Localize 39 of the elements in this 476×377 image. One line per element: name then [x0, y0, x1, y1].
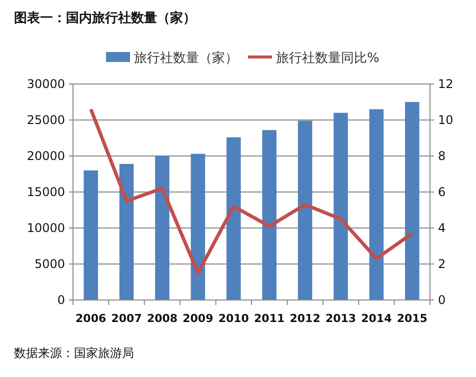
y2-tick-label: 10 — [438, 113, 454, 127]
y2-tick-label: 2 — [438, 257, 446, 271]
bar — [262, 130, 276, 300]
bar — [190, 154, 206, 300]
y-tick-label: 10000 — [26, 221, 65, 235]
x-tick-label: 2007 — [111, 312, 142, 325]
y2-tick-label: 0 — [438, 293, 446, 307]
bar — [334, 112, 348, 300]
x-tick-label: 2009 — [182, 312, 214, 325]
chart-title: 图表一：国内旅行社数量（家） — [14, 10, 196, 26]
x-tick-label: 2014 — [361, 312, 392, 325]
y2-tick-label: 12 — [438, 77, 454, 91]
bar — [369, 109, 384, 300]
x-tick-label: 2008 — [146, 312, 178, 325]
source-note: 数据来源：国家旅游局 — [14, 346, 134, 360]
x-tick-label: 2015 — [396, 312, 428, 325]
x-tick-label: 2010 — [218, 312, 250, 325]
y-tick-label: 20000 — [26, 149, 65, 163]
y-tick-label: 5000 — [34, 257, 65, 271]
y-tick-label: 30000 — [26, 77, 65, 91]
y-tick-label: 25000 — [26, 113, 65, 127]
bar — [298, 120, 312, 300]
x-tick-label: 2013 — [325, 312, 356, 325]
bar — [155, 156, 170, 300]
legend-label: 旅行社数量同比% — [276, 51, 380, 66]
y2-tick-label: 8 — [438, 149, 446, 163]
x-tick-label: 2012 — [290, 312, 320, 325]
bar — [119, 164, 134, 300]
bar — [84, 170, 98, 300]
line-series — [89, 107, 414, 275]
x-tick-label: 2011 — [254, 312, 285, 325]
y2-tick-label: 6 — [438, 185, 446, 199]
legend-label: 旅行社数量（家） — [134, 50, 238, 66]
bar — [226, 137, 241, 300]
y-tick-label: 0 — [57, 293, 65, 307]
y-tick-label: 15000 — [26, 185, 65, 199]
x-tick-label: 2006 — [76, 312, 106, 325]
y2-tick-label: 4 — [438, 221, 446, 235]
bar — [405, 102, 420, 300]
